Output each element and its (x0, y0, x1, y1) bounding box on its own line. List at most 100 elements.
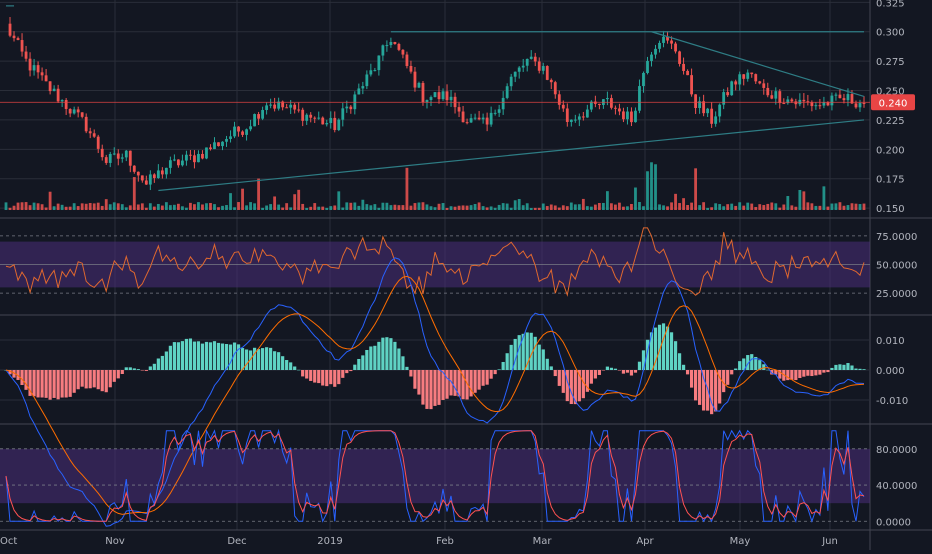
candle-body (581, 116, 585, 118)
candle-body (333, 117, 337, 131)
volume-bar (614, 204, 617, 210)
volume-bar (108, 204, 112, 210)
volume-bar (726, 204, 730, 210)
macd-histogram-bar (325, 370, 329, 387)
macd-histogram-bar (317, 370, 321, 384)
candle-body (289, 104, 293, 108)
axes: 0.150 0.175 0.200 0.225 0.250 0.275 0.300 0.325… (0, 0, 917, 547)
volume-bar (181, 206, 184, 210)
macd-histogram-bar (770, 370, 774, 375)
macd-histogram-bar (794, 370, 798, 381)
candle-body (433, 92, 437, 98)
candle-body (172, 159, 176, 161)
candle-body (108, 154, 112, 163)
candle-body (28, 58, 32, 71)
trendlines[interactable] (0, 5, 870, 192)
candle-body (257, 114, 260, 119)
volume-bar (670, 202, 673, 210)
candle-body (397, 44, 401, 50)
macd-histogram-bar (533, 336, 537, 370)
macd-histogram-bar (8, 370, 12, 375)
macd-histogram-bar (702, 370, 706, 411)
macd-histogram-bar (838, 364, 842, 370)
candle-body (537, 61, 541, 71)
candle-body (678, 51, 681, 64)
macd-histogram-bar (180, 341, 185, 370)
candle-body (48, 81, 52, 92)
macd-histogram-bar (100, 370, 104, 392)
macd-histogram-bar (108, 370, 112, 388)
candle-body (862, 102, 866, 104)
volume-bar (469, 205, 473, 210)
candle-body (429, 97, 433, 101)
volume-bar (305, 207, 309, 210)
volume-bar (225, 205, 228, 210)
macd-histogram-bar (449, 370, 453, 396)
stochastic-tick-label: 0.0000 (876, 517, 911, 528)
macd-histogram-bar (281, 356, 285, 370)
volume-bar (132, 177, 136, 210)
macd-histogram-bar (521, 333, 525, 370)
macd-histogram-bar (120, 370, 124, 375)
candle-body (205, 147, 208, 159)
volume-bar (654, 164, 657, 210)
volume-bar (381, 202, 385, 210)
macd-histogram-bar (854, 368, 858, 370)
candle-body (790, 99, 794, 102)
volume-bar (678, 203, 681, 210)
macd-histogram-bar (798, 370, 802, 379)
macd-histogram-bar (112, 370, 116, 382)
volume-bar (622, 206, 625, 210)
candle-body (160, 170, 164, 175)
volume-bar (758, 204, 762, 210)
macd-histogram-bar (309, 370, 313, 381)
candle-body (569, 119, 573, 122)
macd-histogram-bar (653, 327, 658, 370)
volume-bar (489, 206, 493, 210)
volume-bar (722, 206, 726, 210)
volume-bar (537, 207, 541, 210)
macd-histogram-bar (758, 360, 762, 370)
candle-body (64, 99, 68, 109)
x-tick-label: Oct (0, 536, 17, 547)
candle-body (321, 117, 325, 125)
candle-body (766, 87, 770, 96)
candle-body (782, 103, 786, 105)
candle-body (120, 157, 124, 159)
macd-histogram-bar (365, 349, 369, 370)
candle-body (197, 153, 200, 163)
volume-bar (694, 168, 698, 210)
candle-body (666, 36, 669, 41)
candle-body (305, 114, 309, 121)
macd-histogram-bar (750, 354, 754, 370)
volume-bar (762, 205, 766, 210)
volume-bar (766, 203, 770, 210)
macd-histogram-bar (481, 370, 485, 386)
macd-histogram-bar (401, 356, 405, 370)
macd-histogram-bar (285, 360, 289, 370)
volume-bar (393, 204, 397, 210)
candle-body (437, 92, 441, 100)
candle-body (373, 70, 377, 72)
macd-histogram-bar (341, 370, 345, 378)
macd-histogram-bar (441, 370, 445, 400)
macd-histogram-bar (569, 370, 573, 405)
candle-body (858, 102, 862, 108)
volume-bar (658, 204, 661, 210)
candle-body (76, 109, 80, 113)
candle-body (622, 111, 625, 120)
macd-histogram-bar (665, 326, 670, 370)
volume-bar (189, 202, 192, 210)
volume-bar (92, 203, 96, 210)
volume-bar (646, 171, 649, 210)
candle-body (690, 75, 693, 95)
volume-bar (734, 205, 738, 210)
volume-bar (710, 207, 714, 210)
volume-bar (453, 206, 457, 210)
candle-body (389, 41, 393, 46)
macd-histogram-bar (329, 370, 333, 385)
price-tick-label: 0.225 (876, 116, 905, 127)
candle-body (209, 147, 212, 150)
